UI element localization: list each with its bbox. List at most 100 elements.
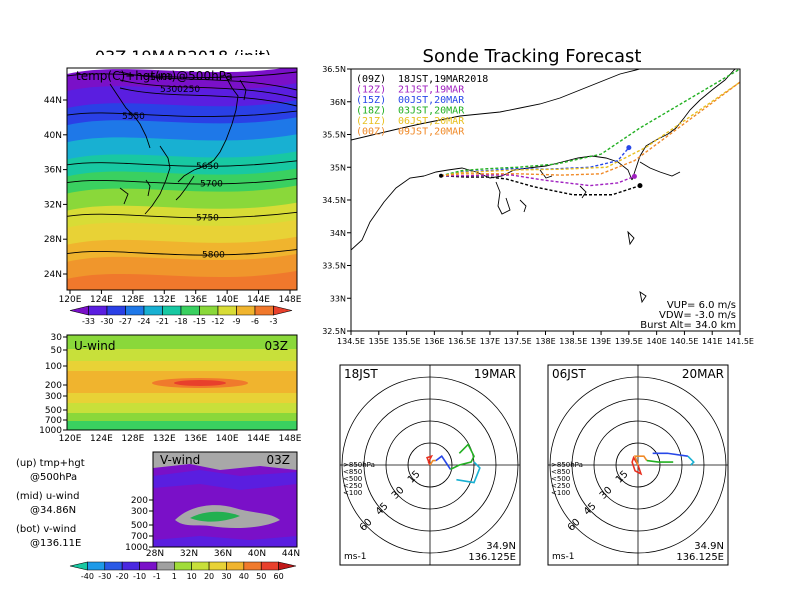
colorbar-swatch — [180, 305, 200, 316]
level-label: <100 — [551, 489, 570, 497]
colorbar-swatch — [273, 305, 293, 316]
uwind-band — [67, 335, 297, 349]
colorbar-label: 10 — [187, 572, 197, 581]
uwind-band — [67, 393, 297, 403]
height-contour — [119, 87, 298, 107]
lon-tick-label: 137.5E — [504, 337, 532, 346]
colorbar-swatch — [217, 305, 237, 316]
hodo-unit: ms-1 — [344, 552, 366, 562]
lon-tick-label: 132E — [153, 295, 176, 305]
launch-time: 06JST,20MAR — [398, 116, 465, 127]
init-field-label: temp(C)+hgt(m)@500hPa — [76, 69, 233, 83]
launch-time: 09JST,20MAR — [398, 127, 465, 138]
hodo-date: 19MAR — [474, 367, 516, 381]
lon-tick-label: 148E — [279, 434, 302, 444]
hodo-trace — [687, 455, 695, 466]
height-contour — [119, 71, 298, 91]
launch-time: 21JST,19MAR — [398, 85, 465, 96]
uwind-band — [67, 421, 297, 430]
lon-tick-label: 120E — [59, 434, 82, 444]
tracking-lon-axis: 134.5E 135E 135.5E 136E 136.5E 137E 137.5E 138E… — [337, 331, 754, 346]
lat-tick-label: 36.5N — [322, 65, 346, 74]
colorbar-swatch — [69, 561, 88, 571]
colorbar-swatch — [106, 305, 126, 316]
colorbar-label: -33 — [82, 317, 95, 326]
colorbar-label: -6 — [251, 317, 259, 326]
colorbar-label: 1 — [172, 572, 177, 581]
uwind-lon-axis: 120E 124E 128E 132E 136E 140E 144E 148E — [59, 434, 302, 444]
uwind-band — [67, 361, 297, 371]
track-lines — [439, 69, 740, 196]
hodo-trace — [631, 455, 643, 476]
pressure-tick-label: 500 — [131, 521, 148, 531]
lon-tick-label: 124E — [90, 295, 113, 305]
hodo-trace — [426, 454, 434, 466]
lon-tick-label: 140E — [216, 434, 239, 444]
vwind-colorbar: -40 -30 -20 -10 -1 1 10 20 30 40 50 60 — [69, 561, 297, 581]
lon-tick-label: 137E — [480, 337, 500, 346]
hodo-lat: 34.9N — [694, 541, 724, 552]
level-label: <100 — [343, 489, 362, 497]
landing-point — [626, 145, 632, 151]
colorbar-label: -1 — [153, 572, 161, 581]
colorbar-swatch — [125, 305, 145, 316]
lon-tick-label: 141E — [702, 337, 722, 346]
init-frame — [66, 67, 298, 291]
legend-bot: (bot) v-wind — [16, 524, 76, 535]
param-vup: VUP= 6.0 m/s — [667, 300, 736, 311]
legend-mid-level: @34.86N — [30, 505, 76, 516]
lat-tick-label: 32N — [44, 200, 62, 210]
lon-tick-label: 136.5E — [448, 337, 476, 346]
uwind-band — [67, 413, 297, 421]
level-label: <850 — [343, 468, 362, 476]
level-label: <250 — [343, 482, 362, 490]
pressure-tick-label: 100 — [45, 362, 62, 372]
lat-tick-label: 40N — [248, 549, 266, 559]
colorbar-label: -12 — [211, 317, 224, 326]
init-lon-axis: 120E 124E 128E 132E 136E 140E 144E 148E — [59, 290, 302, 305]
field-mask — [67, 290, 299, 304]
jet-core — [174, 380, 226, 386]
colorbar-swatch — [254, 305, 274, 316]
lat-tick-label: 33N — [330, 294, 346, 303]
lat-tick-label: 33.5N — [322, 262, 346, 271]
vwind-field — [153, 452, 297, 547]
track-line — [440, 81, 740, 177]
lat-tick-label: 28N — [146, 549, 164, 559]
colorbar-swatch — [199, 305, 219, 316]
colorbar-label: 20 — [204, 572, 214, 581]
height-contour — [119, 79, 298, 99]
lon-tick-label: 139E — [591, 337, 611, 346]
vwind-label: V-wind — [160, 453, 200, 467]
colorbar-label: -9 — [233, 317, 241, 326]
level-label: <850 — [551, 468, 570, 476]
lon-tick-label: 144E — [247, 295, 270, 305]
lat-tick-label: 36N — [214, 549, 232, 559]
pressure-tick-label: 200 — [45, 381, 62, 391]
colorbar-swatch — [174, 561, 192, 571]
height-contour — [66, 211, 298, 219]
lon-tick-label: 134.5E — [337, 337, 365, 346]
lon-tick-label: 132E — [153, 434, 176, 444]
uwind-time: 03Z — [265, 339, 289, 353]
colorbar-swatch — [191, 561, 210, 571]
lon-tick-label: 136E — [184, 434, 207, 444]
pressure-tick-label: 200 — [131, 496, 148, 506]
colorbar-swatch — [226, 561, 245, 571]
pressure-tick-label: 300 — [131, 507, 148, 517]
height-contour — [66, 178, 298, 185]
contour-label: 5800 — [202, 251, 225, 261]
colorbar-label: 50 — [256, 572, 266, 581]
colorbar-label: 30 — [221, 572, 231, 581]
lat-tick-label: 35.5N — [322, 131, 346, 140]
vwind-lat-axis: 28N 32N 36N 40N 44N — [146, 549, 300, 559]
lon-tick-label: 138.5E — [559, 337, 587, 346]
tracking-lat-axis: 36.5N 36N 35.5N 35N 34.5N 34N 33.5N 33N 32.5N — [322, 65, 351, 336]
hodo-trace — [633, 455, 648, 466]
pressure-tick-label: 1000 — [39, 426, 62, 436]
lat-tick-label: 44N — [282, 549, 300, 559]
lon-tick-label: 128E — [121, 434, 144, 444]
